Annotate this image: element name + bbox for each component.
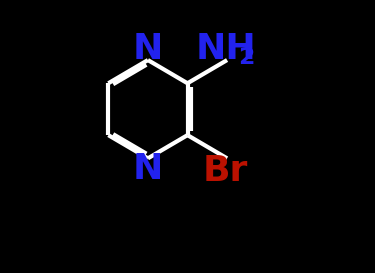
Text: N: N bbox=[133, 152, 163, 186]
Text: 2: 2 bbox=[238, 46, 254, 69]
Text: NH: NH bbox=[195, 32, 256, 66]
Text: Br: Br bbox=[203, 154, 248, 188]
Text: N: N bbox=[133, 32, 163, 66]
